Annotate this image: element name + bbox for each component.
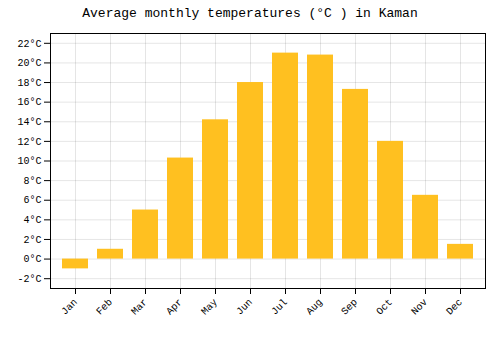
svg-text:12°C: 12°C bbox=[17, 137, 41, 148]
svg-text:-2°C: -2°C bbox=[17, 274, 41, 285]
svg-text:22°C: 22°C bbox=[17, 39, 41, 50]
svg-text:Jun: Jun bbox=[234, 297, 255, 318]
svg-text:16°C: 16°C bbox=[17, 97, 41, 108]
svg-text:Oct: Oct bbox=[374, 297, 395, 318]
html-text:Average monthly temperatures (: Average monthly temperatures (°C ) in Ka… bbox=[82, 6, 418, 21]
svg-text:Jan: Jan bbox=[59, 297, 80, 318]
svg-text:14°C: 14°C bbox=[17, 117, 41, 128]
svg-text:0°C: 0°C bbox=[23, 254, 41, 265]
svg-text:10°C: 10°C bbox=[17, 156, 41, 167]
svg-text:Jul: Jul bbox=[269, 297, 290, 318]
svg-text:Nov: Nov bbox=[409, 297, 430, 318]
svg-text:8°C: 8°C bbox=[23, 176, 41, 187]
svg-text:6°C: 6°C bbox=[23, 195, 41, 206]
svg-text:Aug: Aug bbox=[304, 297, 325, 318]
svg-text:2°C: 2°C bbox=[23, 235, 41, 246]
svg-text:Sep: Sep bbox=[339, 297, 360, 318]
svg-text:4°C: 4°C bbox=[23, 215, 41, 226]
svg-text:Feb: Feb bbox=[94, 297, 115, 318]
svg-text:Mar: Mar bbox=[129, 297, 150, 318]
svg-text:18°C: 18°C bbox=[17, 78, 41, 89]
svg-text:May: May bbox=[199, 297, 220, 318]
svg-text:Dec: Dec bbox=[444, 297, 465, 318]
svg-text:20°C: 20°C bbox=[17, 58, 41, 69]
svg-text:Apr: Apr bbox=[164, 297, 185, 318]
